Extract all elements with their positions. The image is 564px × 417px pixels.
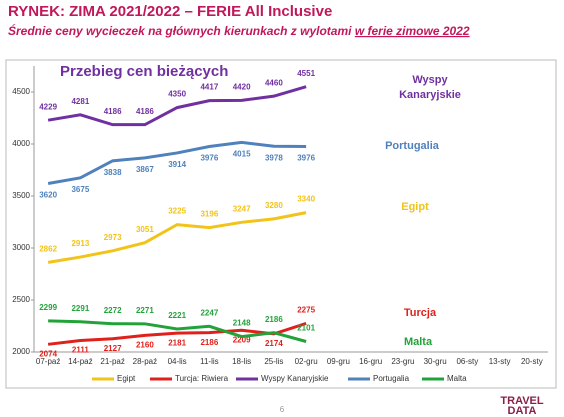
data-label: 2973 xyxy=(104,233,122,242)
logo-bottom: DATA xyxy=(508,405,537,417)
x-tick-label: 06-sty xyxy=(456,357,478,366)
data-label: 4186 xyxy=(136,107,154,116)
annotation: Kanaryjskie xyxy=(399,89,461,101)
data-label: 2299 xyxy=(39,303,57,312)
data-label: 3225 xyxy=(168,207,186,216)
data-label: 2186 xyxy=(200,338,218,347)
legend-label: Malta xyxy=(447,374,467,383)
data-label: 2271 xyxy=(136,306,154,315)
x-tick-label: 30-gru xyxy=(424,357,447,366)
data-label: 2160 xyxy=(136,340,154,349)
data-label: 4460 xyxy=(265,78,283,87)
data-label: 4551 xyxy=(297,69,315,78)
legend-label: Portugalia xyxy=(373,374,410,383)
legend-label: Wyspy Kanaryjskie xyxy=(261,374,329,383)
data-label: 2111 xyxy=(72,346,89,355)
data-label: 4229 xyxy=(39,102,57,111)
data-label: 2186 xyxy=(265,315,283,324)
x-tick-label: 09-gru xyxy=(327,357,350,366)
data-label: 2862 xyxy=(39,244,57,253)
x-tick-label: 04-lis xyxy=(168,357,187,366)
data-label: 3675 xyxy=(71,185,89,194)
data-label: 3867 xyxy=(136,165,154,174)
legend-label: Turcja: Riwiera xyxy=(175,374,229,383)
annotation: Turcja xyxy=(404,307,437,319)
data-label: 2148 xyxy=(233,319,251,328)
data-label: 2272 xyxy=(104,306,122,315)
data-label: 3838 xyxy=(104,168,122,177)
subtitle-highlight: w ferie zimowe 2022 xyxy=(355,24,470,38)
page-number: 6 xyxy=(280,405,285,414)
legend-label: Egipt xyxy=(117,374,136,383)
series-line xyxy=(48,319,307,343)
logo-top: TRAVEL xyxy=(500,395,543,407)
data-label: 3978 xyxy=(265,153,283,162)
annotation: Egipt xyxy=(401,201,429,213)
x-tick-label: 13-sty xyxy=(489,357,511,366)
x-tick-label: 21-paź xyxy=(100,357,124,366)
y-tick-label: 4500 xyxy=(12,87,30,96)
data-label: 4420 xyxy=(233,82,251,91)
data-label: 3196 xyxy=(200,210,218,219)
x-tick-label: 25-lis xyxy=(264,357,283,366)
subtitle: Średnie ceny wycieczek na głównych kieru… xyxy=(8,23,470,38)
data-label: 3247 xyxy=(233,204,251,213)
chart-title: Przebieg cen bieżących xyxy=(60,63,228,80)
data-label: 2127 xyxy=(104,344,122,353)
annotation: Malta xyxy=(404,336,433,348)
data-label: 3976 xyxy=(200,154,218,163)
data-label: 4186 xyxy=(104,107,122,116)
x-tick-label: 07-paź xyxy=(36,357,60,366)
y-tick-label: 4000 xyxy=(12,139,30,148)
data-label: 2101 xyxy=(297,324,315,333)
data-label: 2913 xyxy=(71,239,89,248)
data-label: 2174 xyxy=(265,339,283,348)
annotation: Wyspy xyxy=(412,74,448,86)
data-label: 3620 xyxy=(39,191,57,200)
data-label: 3051 xyxy=(136,225,154,234)
data-label: 2275 xyxy=(297,306,315,315)
data-label: 3340 xyxy=(297,195,315,204)
subtitle-text: Średnie ceny wycieczek na głównych kieru… xyxy=(8,23,352,38)
data-label: 2209 xyxy=(233,335,251,344)
annotation: Portugalia xyxy=(385,140,440,152)
data-label: 3976 xyxy=(297,154,315,163)
title: RYNEK: ZIMA 2021/2022 – FERIE All Inclus… xyxy=(8,3,332,20)
y-tick-label: 2000 xyxy=(12,347,30,356)
data-label: 4015 xyxy=(233,150,251,159)
y-tick-label: 3000 xyxy=(12,243,30,252)
x-tick-label: 02-gru xyxy=(295,357,318,366)
data-label: 2291 xyxy=(71,304,89,313)
y-tick-label: 3500 xyxy=(12,191,30,200)
x-tick-label: 18-lis xyxy=(232,357,251,366)
x-tick-label: 14-paź xyxy=(68,357,92,366)
data-label: 4281 xyxy=(71,97,89,106)
series-line xyxy=(47,140,307,185)
data-label: 2181 xyxy=(168,338,186,347)
data-label: 2247 xyxy=(200,308,218,317)
x-tick-label: 23-gru xyxy=(391,357,414,366)
x-tick-label: 16-gru xyxy=(359,357,382,366)
data-label: 3280 xyxy=(265,201,283,210)
x-tick-label: 28-paź xyxy=(133,357,157,366)
x-tick-label: 11-lis xyxy=(200,357,219,366)
data-label: 4417 xyxy=(200,83,218,92)
x-tick-label: 20-sty xyxy=(521,357,543,366)
data-label: 2221 xyxy=(168,311,186,320)
data-label: 4350 xyxy=(168,90,186,99)
data-label: 2074 xyxy=(39,349,57,358)
series-line xyxy=(47,211,307,264)
series-line xyxy=(47,85,307,127)
data-label: 3914 xyxy=(168,160,186,169)
y-tick-label: 2500 xyxy=(12,295,30,304)
